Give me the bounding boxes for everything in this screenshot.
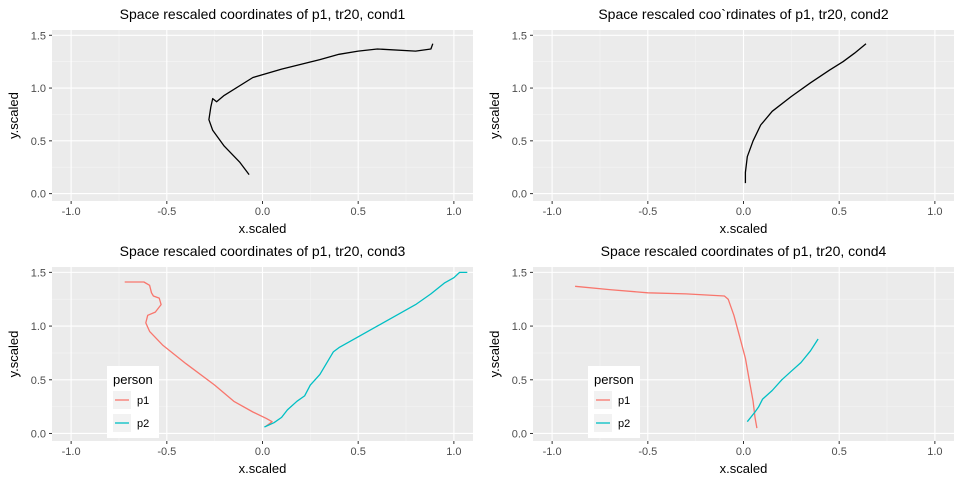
panel-title: Space rescaled coordinates of p1, tr20, … [601,243,887,259]
x-tick-label: -0.5 [638,446,657,458]
series-line-p1 [124,281,273,427]
panel-title: Space rescaled coo`rdinates of p1, tr20,… [598,6,889,22]
legend-title: person [594,372,634,387]
legend-label-p1: p1 [618,395,630,407]
x-tick-label: 0.0 [736,446,751,458]
y-tick-label: 1.0 [31,83,46,95]
y-tick-label: 1.5 [512,267,527,279]
y-tick-label: 0.5 [512,136,527,148]
x-tick-label: 0.0 [736,206,751,218]
y-axis-title: y.scaled [6,92,21,139]
x-axis-title: x.scaled [720,461,768,476]
x-tick-label: -1.0 [62,206,81,218]
y-tick-label: 0.5 [31,375,46,387]
legend-title: person [113,372,153,387]
x-tick-label: -0.5 [638,206,657,218]
x-tick-label: 1.0 [446,206,461,218]
series-line-p1 [575,285,758,429]
legend-label-p1: p1 [137,395,149,407]
x-tick-label: 1.0 [446,446,461,458]
x-axis-title: x.scaled [239,461,287,476]
panel-2: -1.0 -0.5 0.0 0.5 1.0 0.0 0.5 1.0 1.5 Space resca… [487,6,954,236]
x-axis-title: x.scaled [720,221,768,236]
y-tick-label: 1.5 [512,30,527,42]
series-line-series-1 [744,43,867,184]
x-tick-label: 0.5 [351,446,366,458]
panel-1: -1.0 -0.5 0.0 0.5 1.0 0.0 0.5 1.0 1.5 Space resca… [6,6,473,236]
x-axis-title: x.scaled [239,221,287,236]
x-tick-label: -1.0 [62,446,81,458]
x-tick-label: -0.5 [157,446,176,458]
series-line-p2 [264,271,468,428]
series-line-series-1 [208,43,434,175]
y-axis-title: y.scaled [6,331,21,378]
series-line-p2 [746,338,819,423]
y-tick-label: 0.5 [31,136,46,148]
panel-title: Space rescaled coordinates of p1, tr20, … [120,243,406,259]
x-tick-label: -0.5 [157,206,176,218]
x-tick-label: 0.5 [832,446,847,458]
y-tick-label: 0.0 [512,189,527,201]
x-tick-label: 1.0 [927,206,942,218]
y-tick-label: 1.0 [31,321,46,333]
y-tick-label: 1.5 [31,30,46,42]
y-tick-label: 0.5 [512,375,527,387]
panel-3: -1.0 -0.5 0.0 0.5 1.0 0.0 0.5 1.0 1.5 Space resca… [6,243,473,476]
legend-label-p2: p2 [137,418,149,430]
y-axis-title: y.scaled [487,92,502,139]
legend: person p1 p2 [588,366,640,438]
x-tick-label: 0.5 [351,206,366,218]
panel-4: -1.0 -0.5 0.0 0.5 1.0 0.0 0.5 1.0 1.5 Space resca… [487,243,954,476]
y-tick-label: 1.0 [512,83,527,95]
x-tick-label: 0.0 [255,206,270,218]
x-tick-label: -1.0 [543,206,562,218]
legend-label-p2: p2 [618,418,630,430]
x-tick-label: 0.5 [832,206,847,218]
x-tick-label: -1.0 [543,446,562,458]
y-tick-label: 1.0 [512,321,527,333]
y-tick-label: 0.0 [31,189,46,201]
x-tick-label: 0.0 [255,446,270,458]
x-tick-label: 1.0 [927,446,942,458]
y-axis-title: y.scaled [487,331,502,378]
panel-title: Space rescaled coordinates of p1, tr20, … [120,6,406,22]
y-tick-label: 0.0 [512,428,527,440]
y-tick-label: 1.5 [31,267,46,279]
legend: person p1 p2 [107,366,159,438]
y-tick-label: 0.0 [31,428,46,440]
